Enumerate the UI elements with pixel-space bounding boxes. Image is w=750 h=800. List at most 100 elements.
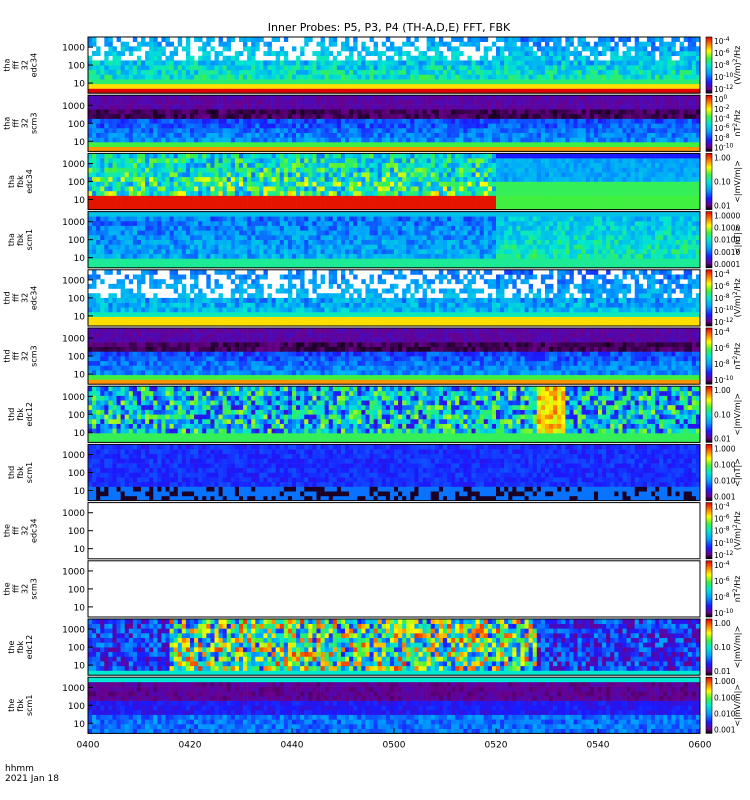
heatmap-cell [181,46,187,52]
heatmap-cell [577,83,582,89]
heatmap-cell [157,137,162,143]
heatmap-cell [345,69,350,75]
heatmap-cell [471,158,476,164]
heatmap-cell [247,190,252,196]
heatmap-cell [508,162,513,168]
heatmap-cell [418,186,423,192]
heatmap-cell [422,51,427,57]
heatmap-cell [292,99,297,105]
heatmap-cell [320,195,325,201]
heatmap-cell [602,167,607,173]
heatmap-cell [120,137,126,143]
heatmap-cell [561,200,566,206]
heatmap-cell [683,69,689,75]
heatmap-cell [210,146,215,152]
heatmap-cell [508,142,513,148]
heatmap-cell [349,176,354,182]
heatmap-cell [642,204,648,210]
heatmap-cell [459,137,464,143]
heatmap-cell [320,190,325,196]
heatmap-cell [655,123,660,129]
heatmap-cell [630,190,636,196]
heatmap-cell [585,118,591,124]
heatmap-cell [520,37,525,42]
colorbar-tick-label: 10-10 [714,142,734,152]
heatmap-cell [634,55,640,61]
heatmap-cell [210,200,215,206]
heatmap-cell [589,162,595,168]
heatmap-cell [96,79,101,85]
heatmap-cell [614,204,619,210]
heatmap-cell [169,60,174,66]
heatmap-cell [255,37,260,42]
heatmap-cell [467,172,472,178]
colorbar [705,94,713,152]
heatmap-cell [438,60,444,66]
heatmap-cell [426,190,432,196]
heatmap-cell [283,186,289,192]
heatmap-cell [247,176,252,182]
heatmap-cell [345,60,350,66]
heatmap-cell [516,55,521,61]
heatmap-cell [222,79,228,85]
heatmap-cell [683,109,689,115]
heatmap-cell [569,132,574,138]
heatmap-cell [618,88,623,94]
heatmap-cell [308,162,313,168]
heatmap-cell [328,65,334,71]
heatmap-cell [675,37,680,42]
heatmap-cell [553,153,558,159]
heatmap-cell [120,176,126,182]
heatmap-cell [357,142,362,148]
heatmap-cell [549,65,554,71]
heatmap-cell [663,146,668,152]
heatmap-cell [194,123,199,129]
heatmap-cell [516,186,521,192]
heatmap-cell [100,83,105,89]
heatmap-cell [238,123,244,129]
heatmap-cell [120,181,126,187]
heatmap-cell [626,104,631,110]
heatmap-cell [312,142,317,148]
heatmap-cell [96,195,101,201]
heatmap-cell [557,118,562,124]
heatmap-cell [516,113,521,119]
heatmap-cell [549,37,554,42]
heatmap-cell [210,118,215,124]
heatmap-cell [508,37,513,42]
heatmap-cell [602,123,607,129]
heatmap-cell [532,99,538,105]
heatmap-cell [116,127,121,133]
heatmap-cell [243,190,248,196]
heatmap-cell [402,162,407,168]
heatmap-cell [516,109,521,115]
heatmap-cell [194,83,199,89]
heatmap-cell [406,74,411,80]
heatmap-cell [206,167,211,173]
heatmap-cell [549,132,554,138]
heatmap-cell [92,137,97,143]
heatmap-cell [610,127,615,133]
heatmap-cell [161,153,166,159]
heatmap-cell [173,132,179,138]
heatmap-cell [557,204,562,210]
heatmap-cell [695,83,701,89]
heatmap-cell [267,65,272,71]
heatmap-cell [577,118,582,124]
heatmap-cell [373,95,378,101]
heatmap-cell [381,167,387,173]
heatmap-cell [218,99,223,105]
heatmap-cell [169,146,174,152]
heatmap-cell [565,74,570,80]
heatmap-cell [524,127,529,133]
heatmap-cell [128,99,134,105]
heatmap-cell [116,113,121,119]
heatmap-cell [308,167,313,173]
heatmap-cell [332,176,338,182]
heatmap-cell [304,162,309,168]
heatmap-cell [585,158,591,164]
heatmap-cell [561,46,566,52]
heatmap-cell [475,137,480,143]
heatmap-cell [185,153,191,159]
heatmap-cell [214,132,219,138]
